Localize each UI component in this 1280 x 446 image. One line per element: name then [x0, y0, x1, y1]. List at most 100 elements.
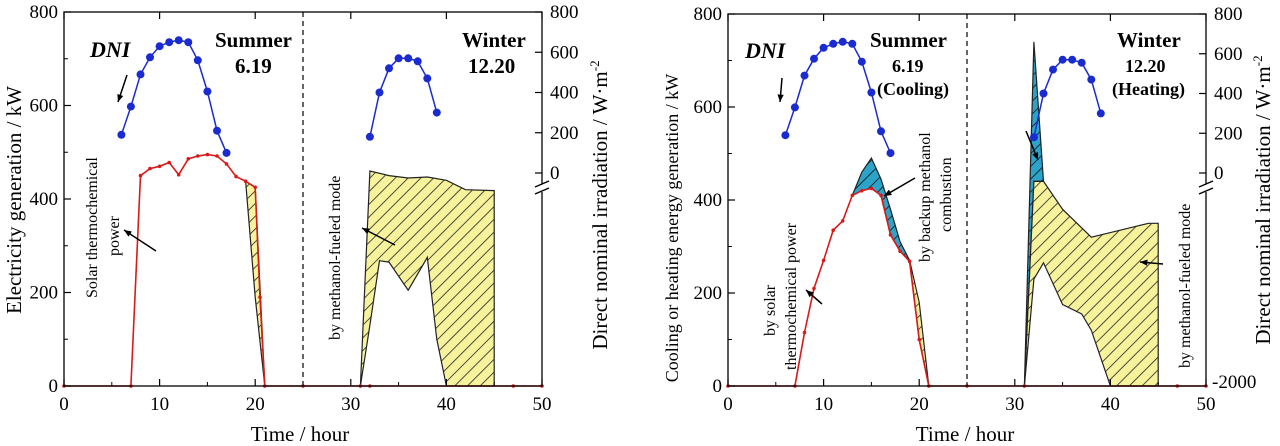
axis-break-gap	[538, 184, 548, 192]
arrow-head	[124, 230, 132, 237]
x-tick-label: 10	[150, 394, 169, 415]
data-point-dni_summer	[886, 149, 895, 158]
panel-left: 0 10 20 30 40 50 0 200 400 600 800 800 600 400 200 0	[30, 2, 579, 415]
arrow-head	[117, 94, 124, 102]
y2-tick-label: 800	[550, 2, 579, 23]
data-point-solar	[224, 162, 229, 166]
data-point-dni_winter	[413, 57, 422, 66]
data-point-dni_summer	[819, 43, 828, 52]
data-point-solar	[850, 193, 855, 198]
data-point-dni_summer	[117, 130, 126, 139]
data-point-dni_winter	[1029, 133, 1038, 142]
region-methanol_summer_tail	[244, 180, 266, 387]
y2-tick-label: -2000	[1212, 372, 1256, 393]
data-point-solar	[167, 160, 171, 165]
data-point-solar	[907, 259, 912, 264]
region-backup_summer	[851, 156, 911, 261]
y2-tick-label: 200	[1214, 123, 1243, 144]
x-tick-label: 50	[1197, 394, 1216, 415]
data-point-dni_summer	[781, 131, 790, 140]
data-point-solar	[802, 330, 807, 335]
x-tick-label: 0	[59, 394, 69, 415]
data-point-dni_winter	[1039, 89, 1048, 98]
x-tick-label: 40	[1101, 394, 1120, 415]
data-point-dni_summer	[857, 57, 866, 66]
data-point-dni_winter	[1068, 55, 1077, 64]
data-point-dni_winter	[1077, 58, 1086, 67]
data-point-solar	[186, 157, 191, 161]
y-tick-label: 800	[694, 4, 723, 25]
series-line-dni_summer	[120, 39, 228, 154]
arrow-head	[777, 94, 784, 102]
data-point-dni_winter	[365, 132, 374, 141]
x-tick-label: 40	[437, 394, 456, 415]
arrow-head	[1140, 259, 1148, 266]
y-tick-label: 0	[49, 376, 59, 397]
data-point-solar	[917, 337, 921, 342]
x-tick-label: 30	[341, 394, 360, 415]
y2-tick-label: 400	[1214, 84, 1243, 105]
data-point-dni_winter	[404, 54, 413, 63]
x-tick-label: 20	[910, 394, 929, 415]
axis-break-gap	[1202, 184, 1212, 192]
data-point-dni_winter	[1049, 65, 1057, 74]
data-point-dni_summer	[222, 148, 231, 157]
data-point-dni_summer	[790, 103, 799, 112]
panel-right: 0 10 20 30 40 50 0 200 400 600 800 800 600 400 200 0 -20…	[694, 4, 1257, 415]
y-tick-label: 200	[30, 283, 59, 304]
data-point-dni_summer	[136, 70, 145, 79]
data-point-dni_summer	[174, 36, 183, 45]
data-point-solar	[888, 233, 893, 237]
data-point-dni_winter	[432, 108, 441, 117]
data-point-dni_winter	[1058, 55, 1067, 64]
data-point-solar	[205, 152, 210, 157]
data-point-dni_summer	[126, 102, 135, 111]
data-point-dni_summer	[203, 87, 212, 96]
arrow-head	[1032, 152, 1039, 160]
arrow-head	[362, 228, 370, 235]
y-tick-label: 600	[30, 96, 59, 117]
axis-break-mark	[1198, 180, 1214, 188]
data-point-dni_summer	[213, 126, 221, 135]
data-point-solar	[157, 164, 162, 169]
arrow-head	[884, 189, 892, 196]
x-tick-label: 50	[533, 394, 552, 415]
data-point-solar	[831, 228, 835, 232]
data-point-solar	[860, 188, 864, 193]
data-point-dni_summer	[838, 37, 847, 46]
axis-break-mark	[1198, 187, 1214, 195]
data-point-solar	[898, 249, 902, 253]
data-point-solar	[812, 286, 816, 291]
data-point-dni_summer	[800, 71, 809, 80]
data-point-dni_winter	[375, 88, 384, 97]
y-tick-label: 600	[694, 97, 723, 118]
data-point-solar	[879, 193, 883, 198]
y2-tick-label: 200	[550, 123, 579, 144]
data-point-solar	[234, 174, 238, 179]
axis-break-mark	[534, 180, 550, 188]
data-point-dni_winter	[1087, 75, 1096, 84]
data-point-solar	[148, 166, 152, 171]
x-tick-label: 20	[246, 394, 265, 415]
x-tick-label: 0	[723, 394, 733, 415]
y2-tick-label: 0	[1214, 163, 1224, 184]
y2-tick-label: 400	[550, 83, 579, 104]
data-point-solar	[176, 172, 181, 177]
data-point-dni_summer	[848, 39, 857, 48]
data-point-dni_summer	[193, 56, 202, 65]
data-point-solar	[138, 173, 143, 178]
data-point-solar	[243, 179, 248, 183]
data-point-dni_summer	[184, 38, 193, 47]
data-point-solar	[840, 219, 845, 223]
data-point-dni_summer	[877, 127, 885, 136]
x-tick-label: 30	[1005, 394, 1024, 415]
data-point-dni_winter	[1096, 109, 1105, 118]
y2-tick-label: 0	[550, 163, 560, 184]
axis-break-mark	[534, 187, 550, 195]
region-methanol_winter	[359, 170, 495, 387]
data-point-solar	[258, 295, 262, 300]
y-tick-label: 200	[694, 283, 723, 304]
data-point-dni_summer	[165, 38, 174, 47]
y2-tick-label: 600	[1214, 44, 1243, 65]
